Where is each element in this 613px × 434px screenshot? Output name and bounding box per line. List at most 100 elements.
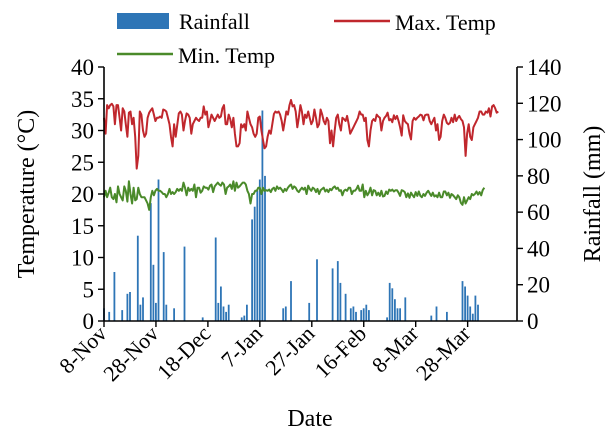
rainfall-bars bbox=[103, 110, 479, 321]
rainfall-bar bbox=[355, 311, 357, 321]
y-axis-right-title: Rainfall (mm) bbox=[580, 126, 606, 263]
right-tick-label: 20 bbox=[527, 273, 550, 298]
rainfall-bar bbox=[183, 246, 186, 321]
rainfall-bar bbox=[360, 310, 363, 321]
rainfall-bar bbox=[136, 235, 139, 321]
left-tick-label: 5 bbox=[83, 277, 95, 302]
rainfall-bar bbox=[368, 310, 370, 321]
rainfall-bar bbox=[362, 308, 365, 321]
x-tick-label: 7-Jan bbox=[216, 321, 267, 372]
rainfall-bar bbox=[108, 311, 111, 321]
rainfall-bar bbox=[471, 313, 474, 321]
legend-min-temp-label: Min. Temp bbox=[178, 43, 275, 68]
left-tick-label: 20 bbox=[71, 182, 94, 207]
rainfall-bar bbox=[396, 308, 399, 321]
rainfall-bar bbox=[149, 203, 152, 321]
rainfall-bar bbox=[404, 297, 407, 321]
x-tick-label: 27-Jan bbox=[260, 321, 319, 380]
left-tick-label: 0 bbox=[83, 309, 95, 334]
rainfall-bar bbox=[253, 206, 256, 321]
rainfall-bar bbox=[162, 252, 165, 321]
rainfall-bar bbox=[316, 259, 318, 321]
rainfall-bar bbox=[222, 306, 225, 321]
left-tick-label: 25 bbox=[71, 150, 94, 175]
rainfall-bar bbox=[139, 304, 142, 321]
temperature-lines bbox=[103, 99, 499, 211]
rainfall-bar bbox=[446, 311, 448, 321]
rainfall-bar bbox=[461, 281, 464, 321]
right-tick-label: 80 bbox=[527, 164, 550, 189]
rainfall-bar bbox=[331, 268, 334, 321]
rainfall-bar bbox=[352, 306, 355, 321]
legend-rainfall-swatch bbox=[117, 13, 169, 29]
rainfall-bar bbox=[157, 179, 160, 321]
rainfall-bar bbox=[349, 308, 352, 321]
rainfall-bar bbox=[165, 304, 168, 321]
x-tick-label: 18-Dec bbox=[152, 321, 216, 385]
x-tick-label: 28-Mar bbox=[411, 320, 476, 385]
right-tick-label: 0 bbox=[527, 309, 539, 334]
right-tick-label: 60 bbox=[527, 200, 550, 225]
left-tick-label: 10 bbox=[71, 246, 94, 271]
rainfall-bar bbox=[220, 286, 222, 321]
left-tick-label: 15 bbox=[71, 214, 94, 239]
rainfall-bar bbox=[243, 315, 246, 321]
rainfall-bar bbox=[214, 237, 217, 321]
right-tick-label: 120 bbox=[527, 91, 562, 116]
rainfall-bar bbox=[474, 295, 477, 321]
max-temp-line bbox=[103, 99, 499, 170]
rainfall-bar bbox=[256, 190, 259, 321]
x-tick-label: 28-Nov bbox=[98, 321, 163, 386]
rainfall-bar bbox=[264, 175, 266, 321]
rainfall-bar bbox=[258, 179, 261, 321]
rainfall-bar bbox=[386, 317, 388, 321]
rainfall-bar bbox=[129, 292, 131, 321]
rainfall-bar bbox=[339, 282, 342, 321]
rainfall-bar bbox=[201, 317, 204, 321]
rainfall-bar bbox=[282, 308, 285, 321]
rainfall-bar bbox=[391, 288, 394, 321]
rainfall-bar bbox=[435, 306, 438, 321]
rainfall-bar bbox=[477, 304, 479, 321]
rainfall-bar bbox=[251, 219, 253, 321]
rainfall-bar bbox=[152, 264, 155, 321]
rainfall-bar bbox=[399, 308, 401, 321]
rainfall-bar bbox=[394, 299, 396, 321]
rainfall-bar bbox=[155, 302, 157, 321]
rainfall-bar bbox=[261, 110, 264, 321]
rainfall-bar bbox=[464, 286, 466, 321]
rainfall-bar bbox=[308, 302, 311, 321]
rainfall-bar bbox=[430, 315, 433, 321]
right-tick-label: 40 bbox=[527, 236, 550, 261]
rainfall-bar bbox=[240, 317, 243, 321]
rainfall-bar bbox=[246, 304, 248, 321]
rainfall-bar bbox=[290, 281, 292, 321]
legend-max-temp-label: Max. Temp bbox=[395, 10, 496, 35]
rainfall-bar bbox=[284, 306, 287, 321]
rainfall-bar bbox=[217, 302, 220, 321]
rainfall-bar bbox=[173, 308, 175, 321]
rainfall-bar bbox=[469, 306, 472, 321]
right-tick-label: 100 bbox=[527, 128, 562, 153]
left-tick-label: 35 bbox=[71, 87, 94, 112]
rainfall-bar bbox=[336, 261, 339, 321]
rainfall-bar bbox=[227, 304, 230, 321]
rainfall-bar bbox=[142, 297, 144, 321]
rainfall-bar bbox=[388, 282, 391, 321]
rainfall-bar bbox=[126, 293, 129, 321]
rainfall-bar bbox=[225, 311, 227, 321]
rainfall-bar bbox=[466, 295, 469, 321]
x-axis-title: Date bbox=[287, 406, 332, 432]
rainfall-bar bbox=[365, 304, 368, 321]
y-axis-left-title: Temperature (°C) bbox=[14, 110, 40, 279]
rainfall-bar bbox=[344, 293, 347, 321]
legend: Rainfall Max. Temp Min. Temp bbox=[117, 9, 496, 68]
right-tick-label: 140 bbox=[527, 55, 562, 80]
legend-rainfall-label: Rainfall bbox=[179, 9, 250, 34]
rainfall-bar bbox=[113, 272, 116, 321]
min-temp-line bbox=[103, 180, 486, 211]
right-y-ticks: 0 20 40 60 80 100 120 140 bbox=[517, 55, 562, 334]
rainfall-bar bbox=[121, 310, 124, 321]
left-tick-label: 40 bbox=[71, 55, 94, 80]
